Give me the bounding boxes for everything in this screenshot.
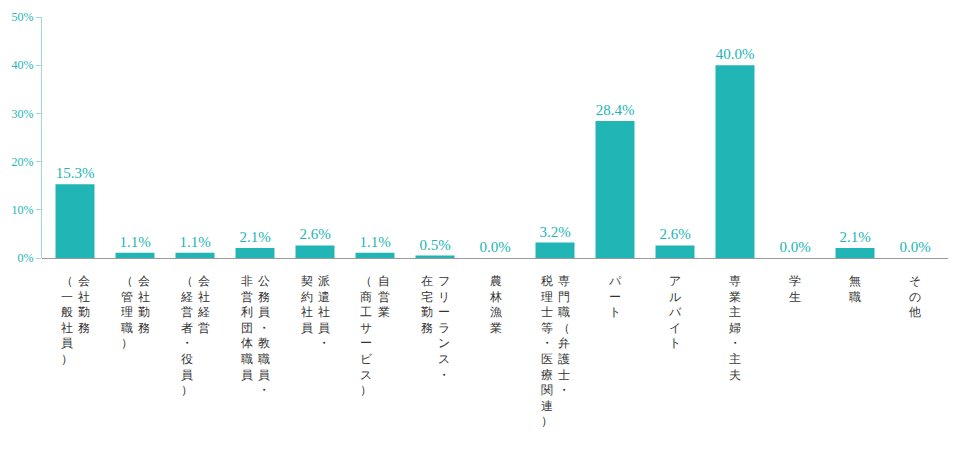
- svg-text:会社勤務: 会社勤務: [138, 274, 150, 335]
- svg-text:1.1%: 1.1%: [179, 234, 210, 250]
- svg-text:2.1%: 2.1%: [839, 229, 870, 245]
- svg-text:パート: パート: [608, 274, 622, 319]
- svg-text:28.4%: 28.4%: [596, 102, 635, 118]
- svg-text:公務員・教職員・: 公務員・教職員・: [258, 274, 270, 397]
- svg-text:50%: 50%: [12, 10, 34, 24]
- svg-text:1.1%: 1.1%: [119, 234, 150, 250]
- svg-text:（経営者・役員）: （経営者・役員）: [180, 274, 193, 397]
- svg-text:30%: 30%: [12, 107, 34, 121]
- svg-text:無職: 無職: [849, 274, 861, 304]
- svg-text:会社勤務: 会社勤務: [78, 274, 90, 335]
- svg-text:1.1%: 1.1%: [359, 234, 390, 250]
- svg-text:40%: 40%: [12, 58, 34, 72]
- svg-text:学生: 学生: [789, 274, 801, 304]
- svg-text:その他: その他: [909, 274, 921, 319]
- svg-text:0.0%: 0.0%: [479, 239, 510, 255]
- svg-text:契約社員: 契約社員: [301, 274, 313, 335]
- svg-text:在宅勤務: 在宅勤務: [421, 274, 433, 335]
- svg-text:3.2%: 3.2%: [539, 224, 570, 240]
- svg-text:農林漁業: 農林漁業: [489, 274, 502, 335]
- svg-text:0.0%: 0.0%: [899, 239, 930, 255]
- svg-text:0.0%: 0.0%: [779, 239, 810, 255]
- svg-text:2.1%: 2.1%: [239, 229, 270, 245]
- svg-text:20%: 20%: [12, 155, 34, 169]
- svg-text:（管理職）: （管理職）: [121, 274, 133, 350]
- svg-text:フリーランス・: フリーランス・: [438, 274, 450, 382]
- svg-text:2.6%: 2.6%: [299, 226, 330, 242]
- svg-text:2.6%: 2.6%: [659, 226, 690, 242]
- svg-text:専門職（弁護士・: 専門職（弁護士・: [558, 274, 570, 397]
- svg-text:専業主婦・主夫: 専業主婦・主夫: [729, 274, 741, 382]
- svg-text:税理士等・医療関連）: 税理士等・医療関連）: [541, 274, 553, 428]
- svg-text:（商工サービス）: （商工サービス）: [360, 274, 373, 397]
- svg-text:0.5%: 0.5%: [419, 237, 450, 253]
- svg-text:（一般社員）: （一般社員）: [61, 274, 73, 366]
- svg-text:40.0%: 40.0%: [716, 46, 755, 62]
- svg-text:自営業: 自営業: [378, 274, 390, 319]
- svg-text:非営利団体職員: 非営利団体職員: [241, 274, 253, 382]
- svg-text:派遣社員・: 派遣社員・: [318, 274, 330, 350]
- svg-text:10%: 10%: [12, 203, 34, 217]
- svg-text:0%: 0%: [18, 251, 34, 265]
- svg-text:会社経営: 会社経営: [197, 274, 210, 335]
- svg-text:アルバイト: アルバイト: [668, 274, 682, 350]
- svg-text:15.3%: 15.3%: [56, 165, 95, 181]
